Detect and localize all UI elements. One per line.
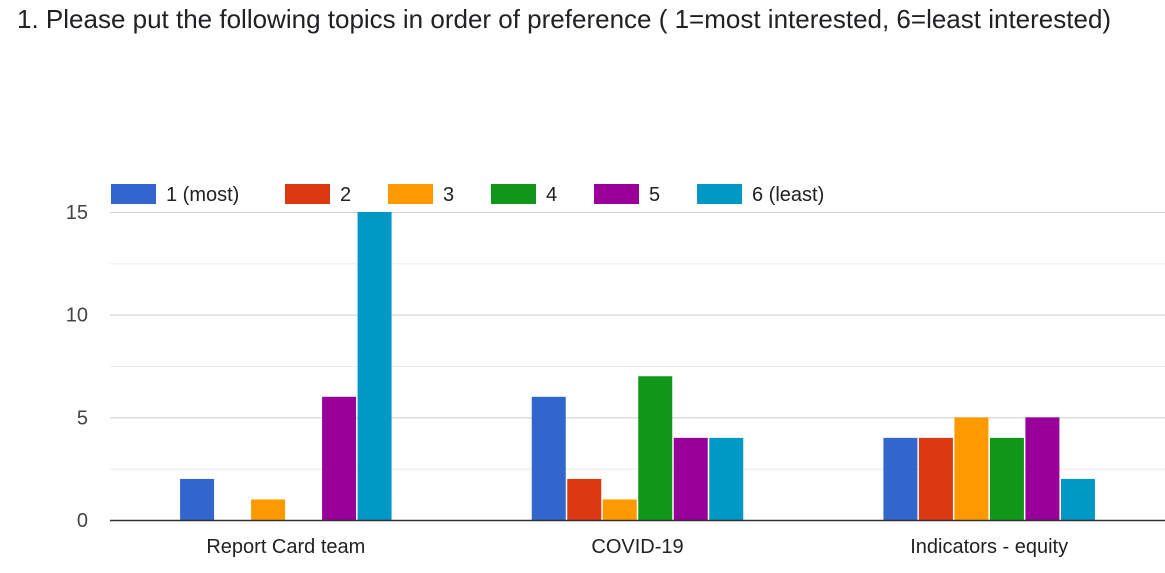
question-title: 1. Please put the following topics in or… <box>17 4 1112 34</box>
legend-item[interactable]: 3 <box>388 184 454 206</box>
bar[interactable] <box>1060 478 1095 520</box>
legend-label: 4 <box>546 184 557 206</box>
bar[interactable] <box>989 437 1024 520</box>
bar[interactable] <box>709 437 744 520</box>
bar[interactable] <box>954 417 989 520</box>
y-axis: 0 5 10 15 <box>66 202 88 532</box>
bar[interactable] <box>357 212 392 520</box>
bar[interactable] <box>531 396 566 520</box>
legend-item[interactable]: 2 <box>285 184 351 206</box>
legend-swatch <box>388 184 433 204</box>
bars <box>180 212 1095 520</box>
y-tick-label: 5 <box>77 407 88 429</box>
bar[interactable] <box>673 437 708 520</box>
gridlines <box>110 212 1165 470</box>
legend-label: 3 <box>443 184 454 206</box>
legend-label: 1 (most) <box>166 184 239 206</box>
legend-label: 5 <box>649 184 660 206</box>
y-tick-label: 10 <box>66 305 88 327</box>
bar[interactable] <box>322 396 357 520</box>
bar[interactable] <box>251 499 286 520</box>
bar[interactable] <box>638 376 673 520</box>
x-category-label: COVID-19 <box>591 536 683 558</box>
legend-label: 6 (least) <box>752 184 824 206</box>
legend-swatch <box>594 184 639 204</box>
bar[interactable] <box>602 499 637 520</box>
legend-swatch <box>111 184 156 204</box>
x-category-label: Report Card team <box>206 536 365 558</box>
legend[interactable]: 1 (most) 2 3 4 5 6 (least) <box>111 184 824 206</box>
bar[interactable] <box>1025 417 1060 520</box>
legend-swatch <box>285 184 330 204</box>
x-axis: Report Card team COVID-19 Indicators - equ… <box>206 536 1068 558</box>
y-tick-label: 0 <box>77 510 88 532</box>
bar[interactable] <box>180 478 215 520</box>
legend-item[interactable]: 6 (least) <box>697 184 824 206</box>
legend-swatch <box>491 184 536 204</box>
legend-swatch <box>697 184 742 204</box>
legend-item[interactable]: 1 (most) <box>111 184 239 206</box>
bar[interactable] <box>883 437 918 520</box>
bar[interactable] <box>567 478 602 520</box>
legend-item[interactable]: 5 <box>594 184 660 206</box>
y-tick-label: 15 <box>66 202 88 224</box>
x-category-label: Indicators - equity <box>910 536 1068 558</box>
legend-label: 2 <box>340 184 351 206</box>
bar[interactable] <box>918 437 953 520</box>
legend-item[interactable]: 4 <box>491 184 557 206</box>
